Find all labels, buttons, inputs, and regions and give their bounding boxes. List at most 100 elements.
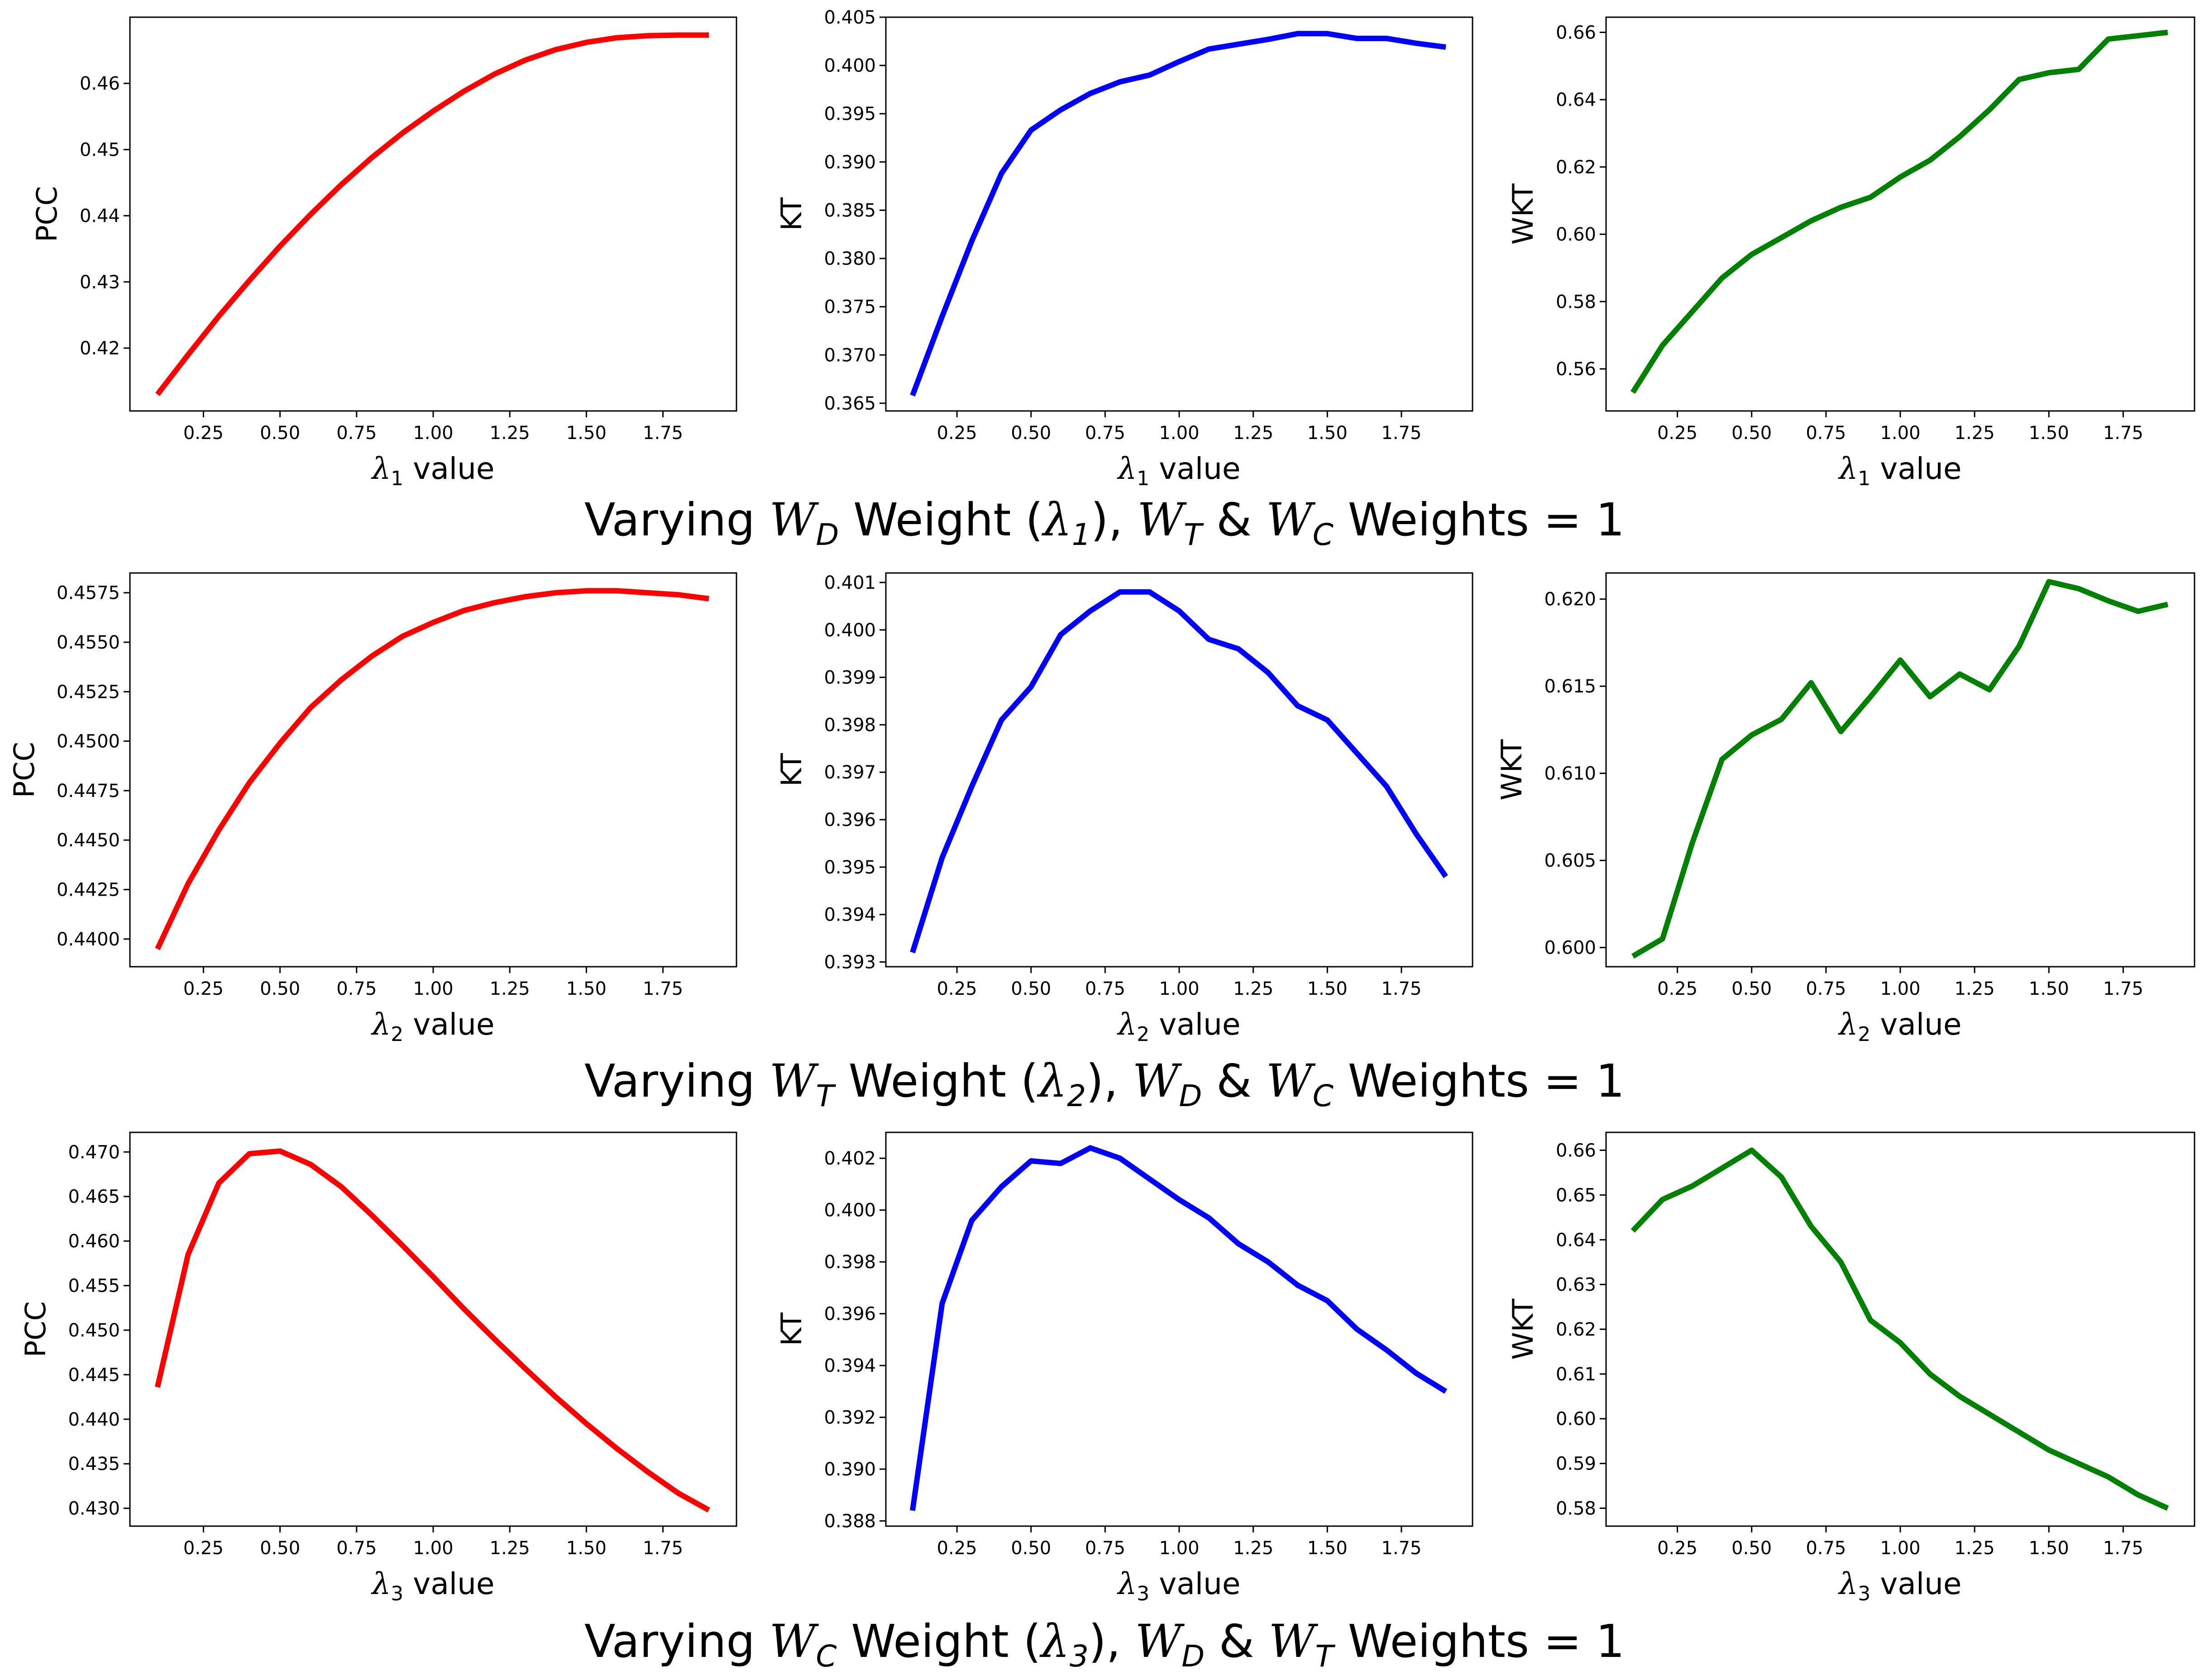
- series-line-r1-kt: [910, 31, 1446, 397]
- y-tick-label: 0.65: [1556, 1185, 1596, 1206]
- y-tick-label: 0.45: [80, 139, 120, 160]
- x-tick-label: 1.00: [1880, 423, 1920, 444]
- x-tick-label: 1.00: [1880, 1538, 1920, 1559]
- x-tick-label: 0.75: [336, 978, 377, 999]
- x-tick-label: 0.50: [1011, 978, 1051, 999]
- y-tick-label: 0.365: [824, 393, 876, 414]
- y-tick-label: 0.398: [824, 715, 876, 735]
- y-axis-label: KT: [775, 753, 808, 787]
- y-tick-label: 0.60: [1556, 1409, 1596, 1430]
- subplot-r3-kt: 0.25 0.50 0.75 1.00 1.25 1.50 1.75 0.388 0.390 0.…: [775, 1131, 1473, 1605]
- x-tick-label: 1.75: [643, 978, 683, 999]
- plot-frame-r1-pcc: [129, 16, 737, 412]
- y-tick-label: 0.615: [1544, 676, 1596, 697]
- series-line-r3-wkt: [1630, 1147, 2169, 1511]
- y-tick-label: 0.385: [824, 200, 876, 221]
- series-line-r2-kt: [910, 589, 1449, 954]
- y-tick-label: 0.445: [68, 1365, 120, 1385]
- y-tick-label: 0.370: [824, 345, 876, 366]
- x-tick-label: 0.50: [1731, 423, 1772, 444]
- x-tick-label: 1.50: [1307, 978, 1348, 999]
- y-tick-label: 0.4500: [57, 731, 120, 752]
- y-tick-label: 0.400: [824, 1200, 876, 1221]
- y-tick-label: 0.61: [1556, 1364, 1596, 1385]
- x-tick-label: 1.50: [1307, 1538, 1348, 1559]
- plot-frame-r3-kt: [885, 1131, 1473, 1527]
- y-tick-label: 0.4550: [57, 632, 120, 653]
- y-tick-label: 0.394: [824, 1355, 876, 1376]
- x-tick-label: 1.25: [1233, 423, 1273, 444]
- row-title-lambda-2: Varying WT Weight (λ2), WD & WC Weights …: [584, 1055, 1625, 1113]
- y-tick-label: 0.600: [1544, 938, 1596, 959]
- x-tick-label: 1.75: [643, 423, 683, 444]
- y-tick-label: 0.42: [80, 338, 120, 359]
- x-tick-label: 1.00: [413, 978, 453, 999]
- y-tick-label: 0.450: [68, 1320, 120, 1341]
- x-tick-label: 0.25: [937, 978, 977, 999]
- plot-frame-r3-wkt: [1605, 1131, 2195, 1527]
- series-line-r1-pcc: [155, 32, 709, 396]
- y-tick-label: 0.4525: [57, 682, 120, 702]
- x-tick-label: 1.00: [413, 423, 453, 444]
- x-tick-label: 1.00: [413, 1538, 453, 1559]
- x-tick-label: 1.50: [566, 978, 607, 999]
- y-tick-label: 0.400: [824, 620, 876, 641]
- x-tick-label: 0.25: [937, 1538, 977, 1559]
- row-title-lambda-1: Varying WD Weight (λ1), WT & WC Weights …: [584, 493, 1625, 552]
- subplot-r2-pcc: 0.25 0.50 0.75 1.00 1.25 1.50 1.75 0.4400 0.4425…: [8, 572, 737, 1046]
- row-title-lambda-3: Varying WC Weight (λ3), WD & WT Weights …: [584, 1615, 1625, 1674]
- x-tick-label: 0.50: [1011, 1538, 1051, 1559]
- x-tick-label: 1.25: [490, 978, 530, 999]
- y-tick-label: 0.395: [824, 104, 876, 124]
- x-tick-label: 0.50: [1731, 1538, 1772, 1559]
- y-axis-label: PCC: [30, 186, 63, 242]
- y-tick-label: 0.60: [1556, 224, 1596, 245]
- subplot-r3-pcc: 0.25 0.50 0.75 1.00 1.25 1.50 1.75 0.430 0.435 0.…: [19, 1131, 737, 1605]
- y-tick-label: 0.620: [1544, 589, 1596, 610]
- y-tick-label: 0.4475: [57, 781, 120, 802]
- x-tick-label: 1.25: [1955, 978, 1995, 999]
- y-tick-label: 0.435: [68, 1454, 120, 1475]
- y-tick-label: 0.390: [824, 1459, 876, 1480]
- y-tick-label: 0.62: [1556, 1319, 1596, 1340]
- y-tick-label: 0.465: [68, 1187, 120, 1208]
- x-tick-label: 0.25: [183, 978, 224, 999]
- x-tick-label: 1.00: [1159, 423, 1199, 444]
- y-tick-label: 0.400: [824, 56, 876, 76]
- y-tick-label: 0.375: [824, 297, 876, 318]
- y-axis-label: PCC: [19, 1301, 52, 1357]
- subplot-r2-wkt: 0.25 0.50 0.75 1.00 1.25 1.50 1.75 0.600 0.605 0.…: [1495, 572, 2195, 1046]
- y-tick-label: 0.397: [824, 762, 876, 783]
- y-axis-label: WKT: [1506, 1298, 1540, 1360]
- x-tick-label: 1.00: [1880, 978, 1920, 999]
- y-tick-label: 0.66: [1556, 22, 1596, 43]
- x-axis-label: λ3 value: [370, 1566, 494, 1605]
- y-axis-label: KT: [775, 197, 808, 231]
- y-tick-label: 0.390: [824, 152, 876, 173]
- y-tick-label: 0.388: [824, 1511, 876, 1532]
- x-tick-label: 1.75: [1381, 1538, 1421, 1559]
- x-tick-label: 1.25: [490, 423, 530, 444]
- x-tick-label: 1.50: [566, 423, 607, 444]
- x-tick-label: 0.25: [937, 423, 977, 444]
- plot-frame-r2-wkt: [1605, 572, 2195, 968]
- y-tick-label: 0.393: [824, 952, 876, 973]
- y-tick-label: 0.405: [824, 7, 876, 28]
- x-tick-label: 0.75: [1806, 1538, 1846, 1559]
- x-tick-label: 0.25: [1657, 978, 1697, 999]
- x-tick-label: 1.25: [1233, 978, 1273, 999]
- y-axis-label: WKT: [1495, 739, 1528, 800]
- x-tick-label: 0.75: [1806, 423, 1846, 444]
- x-tick-label: 0.75: [336, 423, 377, 444]
- series-line-r2-pcc: [155, 588, 709, 950]
- y-tick-label: 0.46: [80, 73, 120, 94]
- y-tick-label: 0.58: [1556, 1498, 1596, 1519]
- x-tick-label: 1.75: [2103, 978, 2143, 999]
- y-tick-label: 0.44: [80, 206, 120, 227]
- y-tick-label: 0.394: [824, 905, 876, 926]
- subplot-r1-kt: 0.25 0.50 0.75 1.00 1.25 1.50 1.75 0.365 0.370 0.…: [775, 7, 1473, 490]
- plot-frame-r2-kt: [885, 572, 1473, 968]
- y-tick-label: 0.4450: [57, 830, 120, 851]
